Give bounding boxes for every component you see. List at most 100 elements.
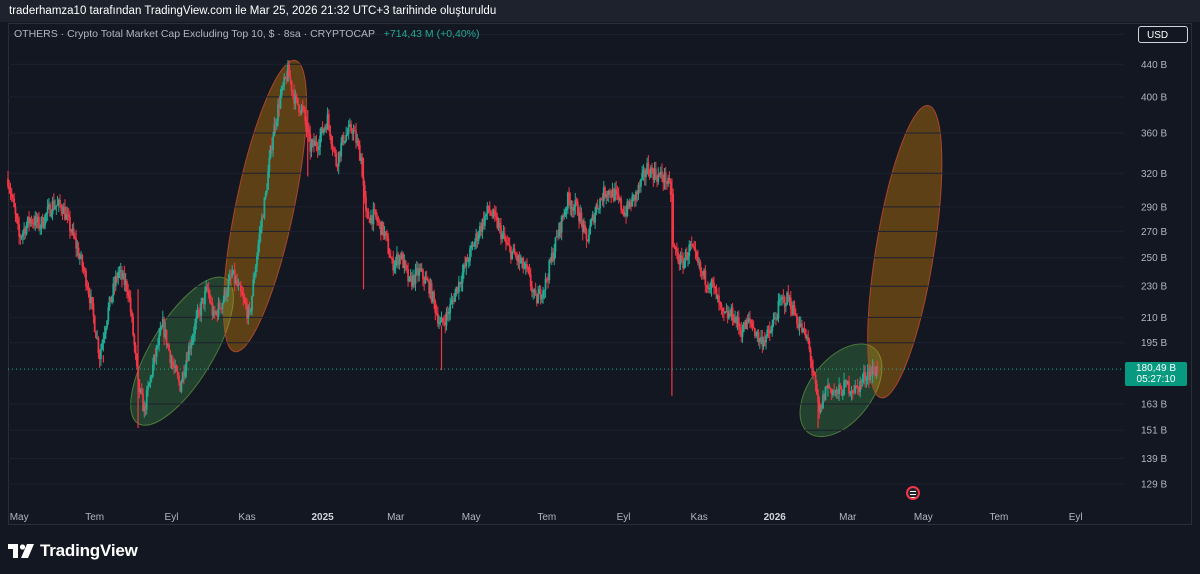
candle-body <box>176 371 179 376</box>
candle-body <box>571 206 574 211</box>
candle-body <box>142 393 144 412</box>
candle-body <box>815 383 818 395</box>
candle-body <box>18 224 21 237</box>
candle-body <box>615 189 618 192</box>
candle-body <box>408 276 411 282</box>
candle-body <box>30 218 33 224</box>
candle-body <box>631 196 634 207</box>
candle-body <box>80 255 82 258</box>
candle-body <box>866 372 869 380</box>
candle-body <box>649 167 652 178</box>
candle-body <box>247 306 250 319</box>
candle-body <box>528 270 531 275</box>
candle-body <box>607 190 610 196</box>
candle-body <box>469 248 471 262</box>
candle-body <box>575 200 578 203</box>
candle-body <box>85 270 87 287</box>
candle-body <box>164 329 167 338</box>
candle-body <box>871 366 874 376</box>
candle-body <box>543 289 546 291</box>
candle-body <box>383 231 386 237</box>
candle-body <box>12 196 14 199</box>
candle-body <box>761 336 764 347</box>
us-event-flag-icon[interactable] <box>906 486 920 500</box>
candle-body <box>542 290 544 298</box>
candle-body <box>705 285 708 287</box>
candle-body <box>678 261 681 265</box>
candle-body <box>487 205 490 210</box>
candle-body <box>15 214 18 220</box>
candle-body <box>618 198 621 200</box>
candle-body <box>330 136 333 145</box>
candle-body <box>345 134 348 141</box>
candle-body <box>332 148 335 150</box>
time-tick-label: 2026 <box>764 512 787 523</box>
candle-body <box>31 223 34 225</box>
candle-body <box>210 302 213 304</box>
candle-body <box>836 389 839 394</box>
candle-body <box>516 256 518 261</box>
candle-body <box>355 130 357 143</box>
candle-body <box>415 268 418 270</box>
candle-body <box>185 359 188 371</box>
candle-body <box>128 295 131 298</box>
candle-body <box>49 204 52 217</box>
price-tick-label: 195 B <box>1141 338 1167 349</box>
candle-body <box>632 194 635 197</box>
candle-body <box>161 318 164 328</box>
candle-body <box>559 223 562 233</box>
candle-body <box>713 282 715 287</box>
candle-body <box>620 198 623 210</box>
chart-pane[interactable] <box>8 23 1192 525</box>
candle-body <box>474 241 476 247</box>
candle-body <box>450 300 453 304</box>
candle-body <box>737 317 740 327</box>
candle-body <box>377 221 380 223</box>
candle-body <box>257 244 260 256</box>
candle-body <box>154 354 157 357</box>
candle-body <box>828 384 831 388</box>
candle-body <box>742 322 745 332</box>
candle-body <box>763 339 766 343</box>
candle-body <box>325 126 328 130</box>
price-tick-label: 400 B <box>1141 92 1167 103</box>
candle-body <box>514 254 517 257</box>
candle-body <box>756 331 759 336</box>
candle-body <box>460 283 463 285</box>
candle-body <box>19 236 22 238</box>
candle-body <box>659 171 662 175</box>
candle-body <box>808 340 811 350</box>
candle-body <box>51 200 54 215</box>
candle-body <box>699 262 702 272</box>
candle-body <box>833 391 836 393</box>
candle-body <box>371 215 374 225</box>
candle-body <box>424 277 427 284</box>
candle-body <box>116 276 118 279</box>
candle-body <box>694 248 697 252</box>
candle-body <box>414 269 417 284</box>
candle-body <box>190 342 193 349</box>
candle-body <box>342 135 345 143</box>
candle-body <box>111 296 113 303</box>
candle-body <box>471 244 474 247</box>
candle-body <box>876 366 879 374</box>
candle-body <box>367 211 370 219</box>
currency-button[interactable]: USD <box>1138 26 1188 43</box>
candle-body <box>95 331 97 339</box>
candle-body <box>76 247 79 249</box>
candle-body <box>101 343 104 350</box>
candle-body <box>75 238 78 249</box>
candle-body <box>539 289 542 300</box>
time-tick-label: Eyl <box>1069 512 1083 523</box>
candle-body <box>326 114 329 130</box>
candle-body <box>716 295 719 300</box>
candle-body <box>446 311 449 314</box>
candle-body <box>783 297 786 307</box>
candle-body <box>652 171 655 180</box>
symbol-legend[interactable]: OTHERS · Crypto Total Market Cap Excludi… <box>14 28 480 40</box>
candle-body <box>802 328 805 332</box>
last-price-value: 180,49 B <box>1135 363 1177 374</box>
candle-body <box>413 275 416 284</box>
candle-body <box>485 213 488 217</box>
